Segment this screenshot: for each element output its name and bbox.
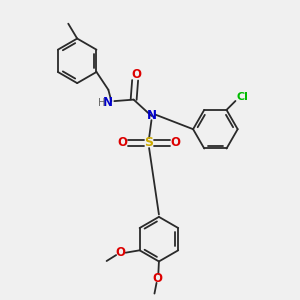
Text: H: H xyxy=(98,98,105,109)
Text: O: O xyxy=(132,68,142,81)
Text: S: S xyxy=(145,136,154,149)
Text: O: O xyxy=(115,246,125,259)
Text: O: O xyxy=(152,272,162,285)
Text: N: N xyxy=(146,110,157,122)
Text: O: O xyxy=(117,136,127,149)
Text: Cl: Cl xyxy=(237,92,249,101)
Text: N: N xyxy=(103,96,113,109)
Text: O: O xyxy=(171,136,181,149)
